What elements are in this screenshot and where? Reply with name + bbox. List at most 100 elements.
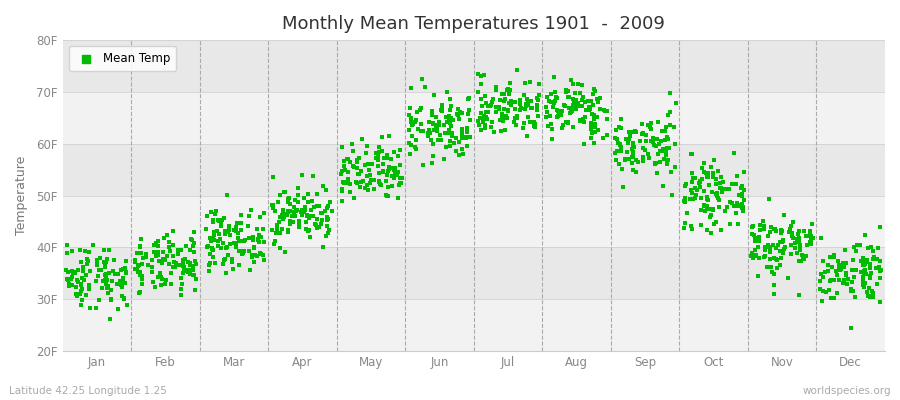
Point	[414, 105, 428, 111]
Point	[82, 248, 96, 255]
Point	[480, 116, 494, 122]
Point	[159, 232, 174, 238]
Point	[531, 113, 545, 119]
Point	[291, 185, 305, 191]
Point	[563, 77, 578, 83]
Point	[134, 236, 148, 242]
Point	[817, 269, 832, 275]
Point	[171, 250, 185, 257]
Point	[714, 184, 728, 191]
Point	[579, 107, 593, 114]
Point	[206, 218, 220, 225]
Point	[320, 222, 335, 229]
Point	[176, 263, 191, 269]
Bar	[63, 40, 885, 92]
Point	[135, 281, 149, 288]
Point	[568, 90, 582, 96]
Point	[685, 226, 699, 232]
Point	[208, 211, 222, 218]
Point	[230, 220, 244, 227]
Point	[83, 305, 97, 312]
Point	[70, 277, 85, 283]
Point	[518, 80, 533, 86]
Point	[99, 271, 113, 278]
Point	[758, 244, 772, 250]
Point	[705, 189, 719, 196]
Point	[377, 155, 392, 162]
Point	[622, 156, 636, 162]
Point	[618, 155, 633, 162]
Point	[402, 112, 417, 118]
Point	[668, 141, 682, 148]
Point	[201, 243, 215, 250]
Point	[569, 96, 583, 103]
Point	[588, 128, 602, 135]
Point	[384, 165, 399, 172]
Point	[402, 126, 417, 133]
Point	[667, 124, 681, 130]
Point	[302, 214, 316, 221]
Point	[524, 98, 538, 104]
Point	[164, 281, 178, 288]
Point	[773, 227, 788, 234]
Point	[539, 114, 554, 120]
Point	[119, 258, 133, 264]
Point	[723, 199, 737, 205]
Point	[455, 131, 470, 138]
Point	[298, 204, 312, 210]
Point	[702, 182, 716, 189]
Point	[736, 196, 751, 203]
Point	[474, 73, 489, 80]
Point	[203, 237, 218, 244]
Point	[73, 247, 87, 253]
Point	[256, 226, 270, 232]
Point	[431, 137, 446, 143]
Point	[857, 271, 871, 278]
Point	[147, 242, 161, 248]
Point	[745, 250, 760, 256]
Point	[772, 239, 787, 246]
Point	[636, 145, 651, 151]
Point	[116, 275, 130, 281]
Point	[823, 254, 837, 260]
Point	[830, 290, 844, 296]
Point	[661, 156, 675, 163]
Point	[231, 229, 246, 236]
Point	[356, 178, 370, 184]
Point	[483, 102, 498, 109]
Point	[830, 272, 844, 278]
Point	[74, 282, 88, 288]
Point	[608, 150, 623, 157]
Point	[478, 93, 492, 100]
Point	[392, 153, 406, 160]
Point	[373, 180, 387, 187]
Point	[747, 232, 761, 238]
Point	[128, 266, 142, 272]
Point	[796, 255, 811, 262]
Point	[496, 115, 510, 121]
Point	[642, 155, 656, 162]
Point	[90, 260, 104, 266]
Point	[831, 257, 845, 264]
Point	[118, 268, 132, 275]
Point	[118, 264, 132, 271]
Point	[839, 270, 853, 276]
Point	[273, 214, 287, 220]
Point	[611, 124, 625, 130]
Point	[706, 170, 720, 176]
Point	[65, 282, 79, 288]
Point	[343, 189, 357, 196]
Point	[245, 254, 259, 260]
Point	[151, 258, 166, 264]
Point	[73, 290, 87, 297]
Point	[843, 288, 858, 295]
Point	[372, 177, 386, 184]
Point	[283, 218, 297, 224]
Point	[235, 248, 249, 254]
Point	[495, 114, 509, 120]
Point	[555, 125, 570, 132]
Point	[551, 108, 565, 114]
Point	[410, 126, 425, 132]
Point	[482, 103, 497, 110]
Point	[863, 261, 878, 268]
